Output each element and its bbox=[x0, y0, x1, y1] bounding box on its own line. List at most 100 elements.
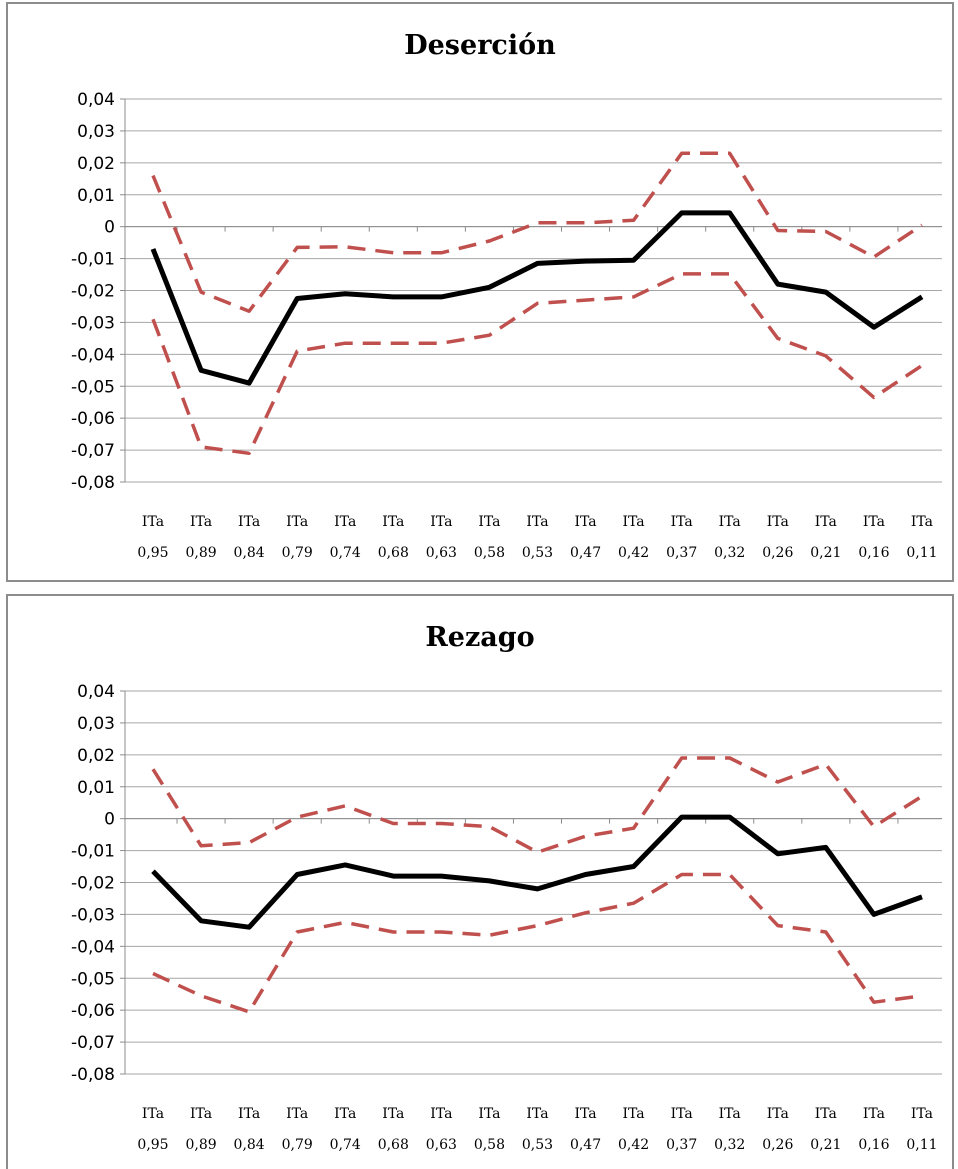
series-line-upper-ci bbox=[151, 151, 923, 313]
x-tick-label: ITa bbox=[623, 514, 645, 530]
x-tick-label: ITa bbox=[623, 1106, 645, 1122]
x-tick-label: 0,63 bbox=[426, 545, 457, 561]
x-tick-label: 0,95 bbox=[137, 545, 168, 561]
x-tick-label: 0,89 bbox=[185, 545, 216, 561]
x-tick-label: 0,21 bbox=[810, 545, 841, 561]
x-tick-label: ITa bbox=[911, 514, 933, 530]
x-tick-label: 0,11 bbox=[906, 545, 937, 561]
chart-panel-rezago: Rezago 0,04 0,03 0,02 0,01 0 -0,01 -0,02 -0,03 -… bbox=[6, 594, 954, 1169]
x-tick-label: ITa bbox=[190, 514, 212, 530]
series-line-lower-ci bbox=[152, 872, 923, 1014]
x-tick-label: ITa bbox=[719, 1106, 741, 1122]
x-tick-label: ITa bbox=[478, 514, 500, 530]
x-tick-label: 0,63 bbox=[426, 1137, 457, 1153]
x-tick-label: ITa bbox=[526, 514, 548, 530]
chart-title: Rezago bbox=[425, 622, 535, 653]
x-tick-label: 0,58 bbox=[474, 1137, 505, 1153]
y-tick-label: 0 bbox=[104, 810, 115, 830]
x-tick-label: ITa bbox=[430, 1106, 452, 1122]
y-tick-label: -0,04 bbox=[71, 345, 115, 365]
x-tick-label: ITa bbox=[238, 514, 260, 530]
x-tick-label: 0,79 bbox=[282, 1137, 313, 1153]
y-tick-label: 0,04 bbox=[77, 682, 115, 702]
x-tick-label: ITa bbox=[382, 1106, 404, 1122]
x-tick-label: ITa bbox=[142, 514, 164, 530]
y-tick-label: -0,02 bbox=[71, 874, 115, 894]
x-tick-label: 0,89 bbox=[185, 1137, 216, 1153]
x-tick-label: 0,47 bbox=[570, 545, 601, 561]
x-tick-label: ITa bbox=[863, 1106, 885, 1122]
y-tick-label: -0,03 bbox=[71, 313, 115, 333]
x-tick-label: ITa bbox=[382, 514, 404, 530]
y-tick-label: -0,03 bbox=[71, 905, 115, 925]
chart-panel-desercion: Deserción 0,04 0,03 0,02 0,01 0 -0,01 -0,02 -0,… bbox=[6, 2, 954, 582]
y-tick-label: 0,02 bbox=[77, 154, 115, 174]
x-tick-label: ITa bbox=[671, 514, 693, 530]
x-tick-label: 0,68 bbox=[378, 1137, 409, 1153]
x-tick-label: 0,32 bbox=[714, 545, 745, 561]
x-tick-label: 0,42 bbox=[618, 545, 649, 561]
x-tick-label: ITa bbox=[815, 1106, 837, 1122]
y-tick-label: 0,02 bbox=[77, 746, 115, 766]
y-tick-label: -0,06 bbox=[71, 1001, 115, 1021]
x-tick-label: 0,53 bbox=[522, 1137, 553, 1153]
x-tick-label: ITa bbox=[286, 514, 308, 530]
rezago-plot: 0,04 0,03 0,02 0,01 0 -0,01 -0,02 -0,03 -0,04 -0,… bbox=[71, 682, 942, 1153]
x-tick-label: ITa bbox=[238, 1106, 260, 1122]
y-tick-label: -0,04 bbox=[71, 937, 115, 957]
x-tick-label: 0,53 bbox=[522, 545, 553, 561]
x-tick-label: ITa bbox=[671, 1106, 693, 1122]
y-tick-label: -0,05 bbox=[71, 969, 115, 989]
x-tick-label: 0,47 bbox=[570, 1137, 601, 1153]
y-tick-label: 0,01 bbox=[77, 186, 115, 206]
x-tick-label: 0,58 bbox=[474, 545, 505, 561]
x-tick-label: 0,84 bbox=[234, 1137, 265, 1153]
x-tick-label: ITa bbox=[526, 1106, 548, 1122]
x-tick-label: 0,26 bbox=[762, 1137, 793, 1153]
x-tick-label: 0,74 bbox=[330, 545, 361, 561]
y-tick-label: -0,08 bbox=[71, 473, 115, 493]
x-tick-label: ITa bbox=[815, 514, 837, 530]
y-tick-label: -0,02 bbox=[71, 282, 115, 302]
y-tick-label: -0,01 bbox=[71, 250, 115, 270]
x-tick-label: ITa bbox=[430, 514, 452, 530]
series-line-upper-ci bbox=[151, 756, 923, 854]
series-line-lower-ci bbox=[151, 272, 923, 456]
x-tick-label: 0,37 bbox=[666, 545, 697, 561]
x-tick-label: ITa bbox=[334, 1106, 356, 1122]
y-tick-label: 0,03 bbox=[77, 714, 115, 734]
y-tick-label: -0,01 bbox=[71, 842, 115, 862]
x-tick-label: ITa bbox=[286, 1106, 308, 1122]
y-tick-label: -0,07 bbox=[71, 441, 115, 461]
series-line-estimate bbox=[151, 814, 923, 930]
x-tick-label: 0,68 bbox=[378, 545, 409, 561]
x-tick-label: ITa bbox=[863, 514, 885, 530]
y-tick-label: -0,05 bbox=[71, 377, 115, 397]
x-tick-label: ITa bbox=[719, 514, 741, 530]
x-tick-label: 0,95 bbox=[137, 1137, 168, 1153]
x-tick-label: ITa bbox=[142, 1106, 164, 1122]
x-tick-label: 0,32 bbox=[714, 1137, 745, 1153]
x-tick-label: 0,11 bbox=[906, 1137, 937, 1153]
chart-title: Deserción bbox=[404, 30, 556, 61]
x-tick-label: ITa bbox=[334, 514, 356, 530]
x-tick-label: 0,16 bbox=[858, 1137, 889, 1153]
desercion-plot: 0,04 0,03 0,02 0,01 0 -0,01 -0,02 -0,03 -0,04 -0,… bbox=[71, 90, 942, 561]
y-tick-label: 0,01 bbox=[77, 778, 115, 798]
x-tick-label: ITa bbox=[478, 1106, 500, 1122]
y-tick-label: 0 bbox=[104, 218, 115, 238]
x-tick-label: 0,26 bbox=[762, 545, 793, 561]
x-tick-label: 0,42 bbox=[618, 1137, 649, 1153]
x-tick-label: ITa bbox=[574, 1106, 596, 1122]
x-tick-label: 0,21 bbox=[810, 1137, 841, 1153]
y-tick-label: -0,06 bbox=[71, 409, 115, 429]
y-tick-label: 0,04 bbox=[77, 90, 115, 110]
x-tick-label: ITa bbox=[911, 1106, 933, 1122]
x-tick-label: 0,37 bbox=[666, 1137, 697, 1153]
x-tick-label: ITa bbox=[767, 514, 789, 530]
x-tick-label: 0,74 bbox=[330, 1137, 361, 1153]
y-tick-label: -0,07 bbox=[71, 1033, 115, 1053]
x-tick-label: ITa bbox=[574, 514, 596, 530]
x-tick-label: ITa bbox=[190, 1106, 212, 1122]
x-tick-label: 0,79 bbox=[282, 545, 313, 561]
